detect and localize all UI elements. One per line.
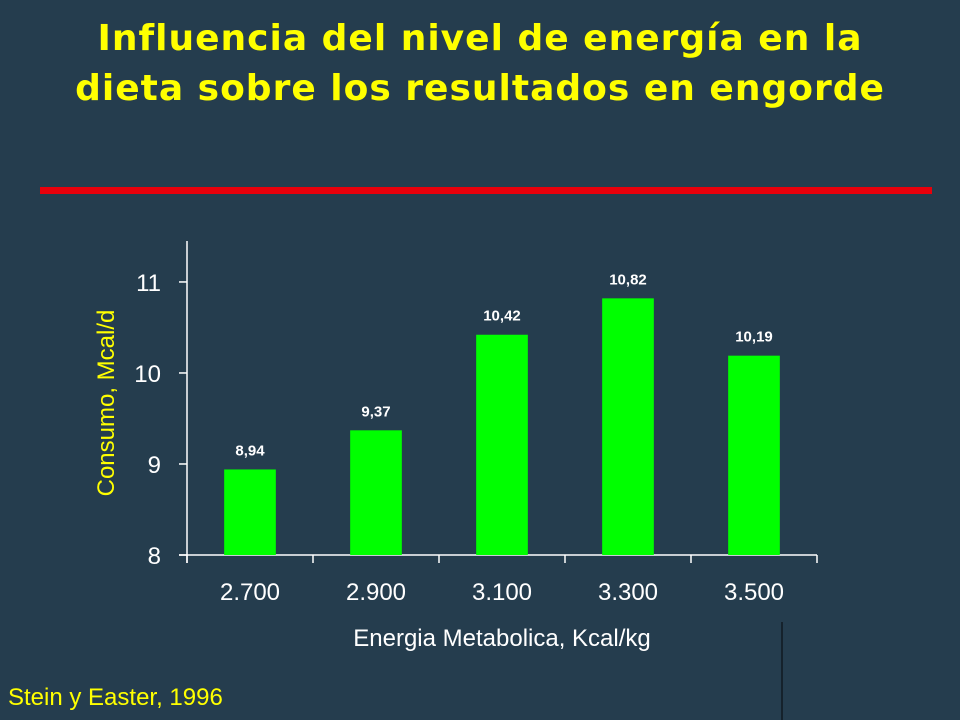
bar xyxy=(350,430,402,555)
x-axis-title: Energia Metabolica, Kcal/kg xyxy=(353,625,651,652)
y-tick-label: 11 xyxy=(136,270,161,297)
x-tick-label: 3.500 xyxy=(724,579,784,606)
source-citation: Stein y Easter, 1996 xyxy=(8,684,223,711)
slide-divider-line xyxy=(781,622,783,720)
y-tick-label: 9 xyxy=(148,452,161,479)
slide-title: Influencia del nivel de energía en la di… xyxy=(75,18,885,109)
chart-labels: 8 9 10 11 8,94 2.700 9,37 2.900 10,42 3.100 10,82 3… xyxy=(93,270,784,652)
bar-value-label: 10,42 xyxy=(483,308,521,325)
chart-bars xyxy=(224,298,780,555)
bar-value-label: 10,19 xyxy=(735,329,773,346)
bar-value-label: 10,82 xyxy=(609,271,647,288)
bar xyxy=(476,334,528,555)
bar xyxy=(728,355,780,555)
bar-value-label: 8,94 xyxy=(235,442,265,459)
bar xyxy=(224,469,276,555)
title-underline xyxy=(40,187,932,194)
x-tick-label: 2.700 xyxy=(220,579,280,606)
y-tick-label: 10 xyxy=(134,361,161,388)
bar-value-label: 9,37 xyxy=(361,403,390,420)
x-tick-label: 3.300 xyxy=(598,579,658,606)
y-tick-label: 8 xyxy=(148,543,161,570)
x-tick-label: 2.900 xyxy=(346,579,406,606)
x-tick-label: 3.100 xyxy=(472,579,532,606)
y-axis-title: Consumo, Mcal/d xyxy=(93,310,120,497)
bar xyxy=(602,298,654,555)
